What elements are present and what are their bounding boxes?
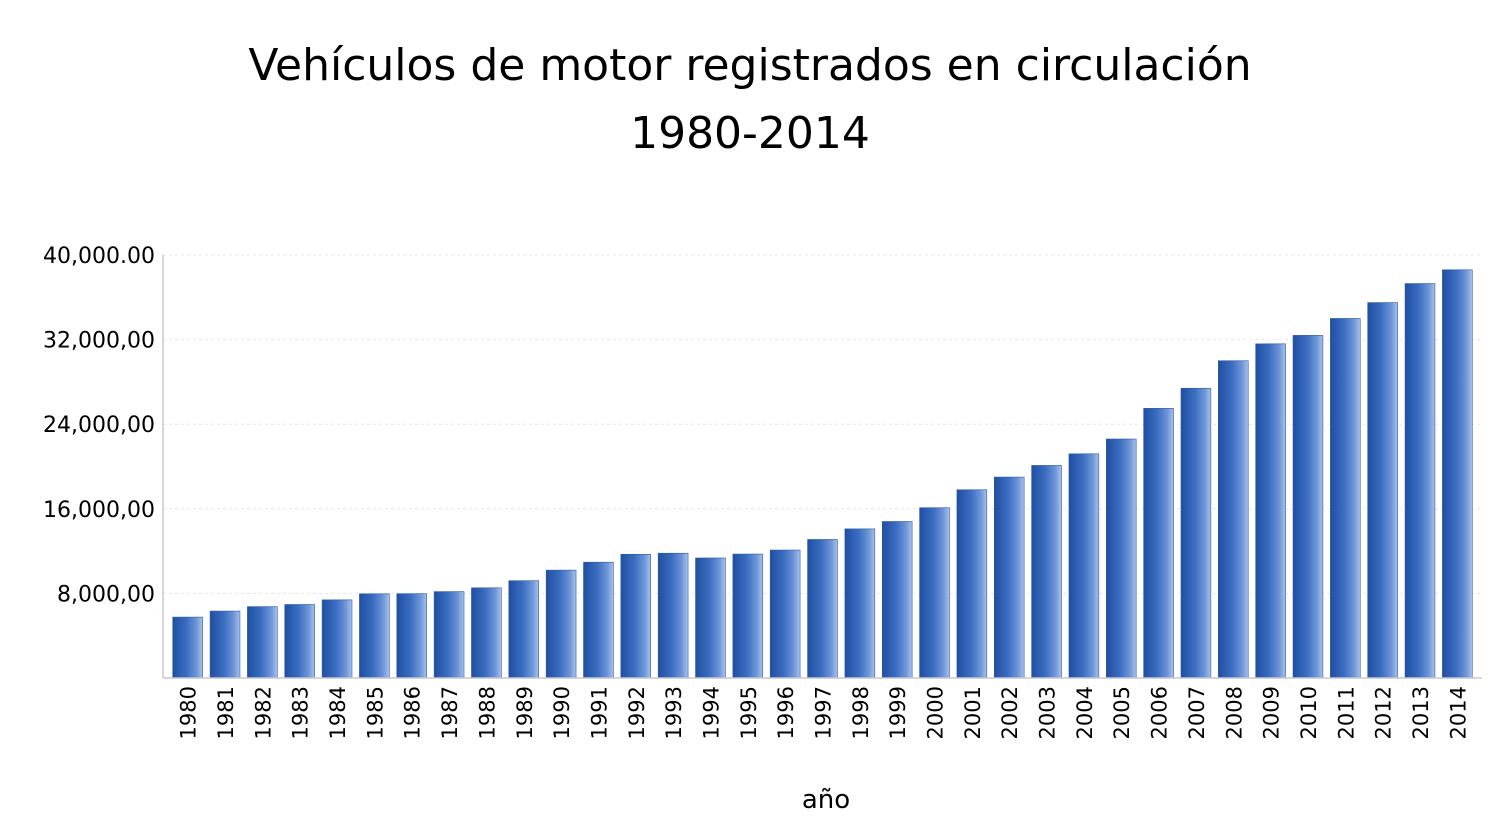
bar-1998 (844, 528, 876, 679)
y-tick-label: 32,000,00 (43, 329, 155, 354)
x-tick-label: 2007 (1185, 686, 1209, 739)
x-axis-label: año (802, 785, 850, 815)
y-tick-label: 8,000,00 (57, 582, 155, 607)
x-tick-label: 1984 (326, 686, 350, 739)
x-tick-label: 1986 (401, 686, 425, 739)
bar-1985 (359, 593, 390, 679)
bar-1980 (172, 616, 203, 679)
bar-2008 (1218, 360, 1249, 679)
x-tick-label: 1988 (475, 686, 499, 739)
x-axis-ticks: 1980 1981 1982 1983 1984 1985 1986 1987 1988 1989… (177, 686, 1471, 739)
x-tick-label: 2004 (1073, 686, 1097, 739)
bar-2014 (1442, 269, 1473, 679)
bar-1995 (732, 553, 764, 679)
x-tick-label: 2000 (924, 686, 948, 739)
bar-1993 (657, 552, 689, 679)
chart-title-line-2: 1980-2014 (630, 108, 870, 159)
bar-1981 (209, 610, 241, 679)
bar-2010 (1292, 335, 1324, 679)
x-tick-label: 2014 (1446, 686, 1470, 739)
x-tick-label: 2010 (1297, 686, 1321, 739)
bar-1990 (545, 569, 577, 679)
y-axis-ticks: 8,000,00 16,000,00 24,000,00 32,000,00 40,00… (43, 244, 155, 607)
bar-2007 (1180, 387, 1212, 679)
x-tick-label: 2006 (1148, 686, 1172, 739)
y-tick-label: 40,000.00 (43, 244, 155, 269)
bar-1986 (396, 593, 427, 679)
bar-1988 (471, 587, 502, 679)
bar-1984 (321, 599, 353, 679)
x-tick-label: 1982 (251, 686, 275, 739)
x-tick-label: 1981 (214, 686, 238, 739)
x-tick-label: 1980 (177, 686, 201, 739)
x-tick-label: 1999 (886, 686, 910, 739)
x-tick-label: 1997 (812, 686, 836, 739)
bar-2003 (1031, 465, 1062, 679)
x-tick-label: 2012 (1372, 686, 1396, 739)
x-tick-label: 1989 (513, 686, 537, 739)
bar-2006 (1143, 408, 1174, 679)
x-tick-label: 2009 (1260, 686, 1284, 739)
bar-2004 (1068, 453, 1100, 679)
x-tick-label: 1998 (849, 686, 873, 739)
x-tick-label: 2003 (1036, 686, 1060, 739)
bar-1982 (247, 606, 278, 679)
bar-1996 (769, 549, 801, 679)
x-tick-label: 2008 (1222, 686, 1246, 739)
x-tick-label: 2001 (961, 686, 985, 739)
bar-2005 (1106, 438, 1137, 679)
x-tick-label: 1993 (662, 686, 686, 739)
x-tick-label: 2005 (1110, 686, 1134, 739)
bar-1987 (433, 591, 465, 679)
chart-title-line-1: Vehículos de motor registrados en circul… (248, 40, 1251, 91)
bar-1991 (583, 561, 614, 679)
bars (172, 269, 1473, 679)
bar-2002 (993, 476, 1025, 679)
x-tick-label: 1987 (438, 686, 462, 739)
bar-2012 (1367, 302, 1398, 679)
bar-2013 (1404, 283, 1436, 679)
x-tick-label: 1994 (699, 686, 723, 739)
bar-1997 (807, 539, 838, 679)
bar-2009 (1255, 343, 1286, 679)
x-tick-label: 2011 (1334, 686, 1358, 739)
y-tick-label: 16,000,00 (43, 498, 155, 523)
bar-2001 (956, 489, 988, 679)
bar-1989 (508, 580, 539, 679)
x-tick-label: 1995 (737, 686, 761, 739)
bar-2000 (919, 507, 950, 679)
x-tick-label: 1985 (363, 686, 387, 739)
bar-2011 (1330, 318, 1361, 679)
x-tick-label: 1990 (550, 686, 574, 739)
x-tick-label: 1996 (774, 686, 798, 739)
bar-1994 (695, 557, 726, 679)
x-tick-label: 1983 (289, 686, 313, 739)
y-tick-label: 24,000,00 (43, 413, 155, 438)
bar-1992 (620, 553, 652, 679)
bar-1983 (284, 604, 315, 679)
x-tick-label: 1992 (625, 686, 649, 739)
bar-1999 (881, 521, 913, 679)
x-tick-label: 1991 (587, 686, 611, 739)
x-tick-label: 2013 (1409, 686, 1433, 739)
x-tick-label: 2002 (998, 686, 1022, 739)
